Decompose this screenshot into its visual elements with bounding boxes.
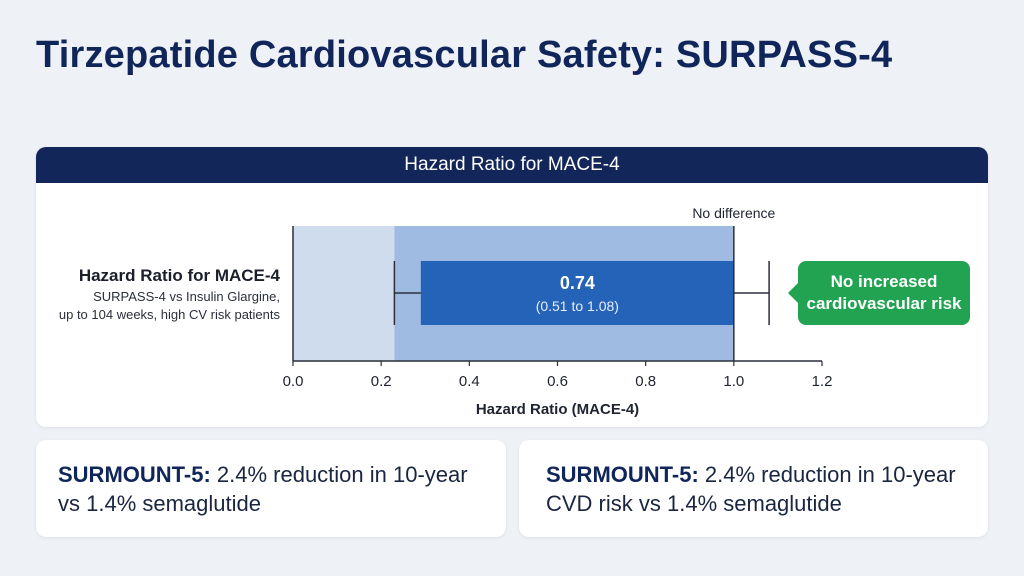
- risk-callout-badge: No increased cardiovascular risk: [788, 261, 970, 325]
- x-tick-label: 1.2: [812, 373, 833, 390]
- note-left-line1: 2.4% reduction in 10-year: [210, 462, 468, 487]
- ci-range-label: (0.51 to 1.08): [536, 298, 619, 314]
- forest-plot-card: 0.74 (0.51 to 1.08) No difference 0.0 0.2 0.4…: [36, 147, 988, 427]
- x-tick-label: 0.6: [547, 373, 568, 390]
- note-card-right: SURMOUNT-5: 2.4% reduction in 10-year CV…: [519, 440, 988, 537]
- x-tick-label: 0.8: [635, 373, 656, 390]
- page-title: Tirzepatide Cardiovascular Safety: SURPA…: [36, 34, 893, 76]
- x-tick-label: 0.0: [283, 373, 304, 390]
- row-sublabel-1: SURPASS-4 vs Insulin Glargine,: [93, 289, 280, 304]
- row-sublabel-2: up to 104 weeks, high CV risk patients: [59, 307, 281, 322]
- note-left-line2: vs 1.4% semaglutide: [58, 491, 261, 516]
- x-tick-label: 0.4: [459, 373, 480, 390]
- note-right-line1: 2.4% reduction in 10-year: [698, 462, 956, 487]
- note-card-left: SURMOUNT-5: 2.4% reduction in 10-year vs…: [36, 440, 506, 537]
- plot-background-band: [293, 226, 395, 361]
- hazard-ratio-bar: [420, 261, 734, 325]
- estimate-value-label: 0.74: [560, 273, 595, 293]
- row-label: Hazard Ratio for MACE-4: [79, 266, 281, 285]
- chart-title: Hazard Ratio for MACE-4: [36, 147, 988, 183]
- x-tick-label: 1.0: [723, 373, 744, 390]
- note-right-line2: CVD risk vs 1.4% semaglutide: [546, 491, 842, 516]
- forest-plot: 0.74 (0.51 to 1.08) No difference 0.0 0.2 0.4…: [59, 205, 833, 418]
- callout-line-1: No increased: [830, 272, 938, 291]
- x-axis-title: Hazard Ratio (MACE-4): [476, 401, 639, 418]
- reference-line-label: No difference: [692, 205, 775, 221]
- note-left-bold: SURMOUNT-5:: [58, 462, 211, 487]
- x-tick-label: 0.2: [371, 373, 392, 390]
- note-right-bold: SURMOUNT-5:: [546, 462, 699, 487]
- callout-line-2: cardiovascular risk: [806, 294, 962, 313]
